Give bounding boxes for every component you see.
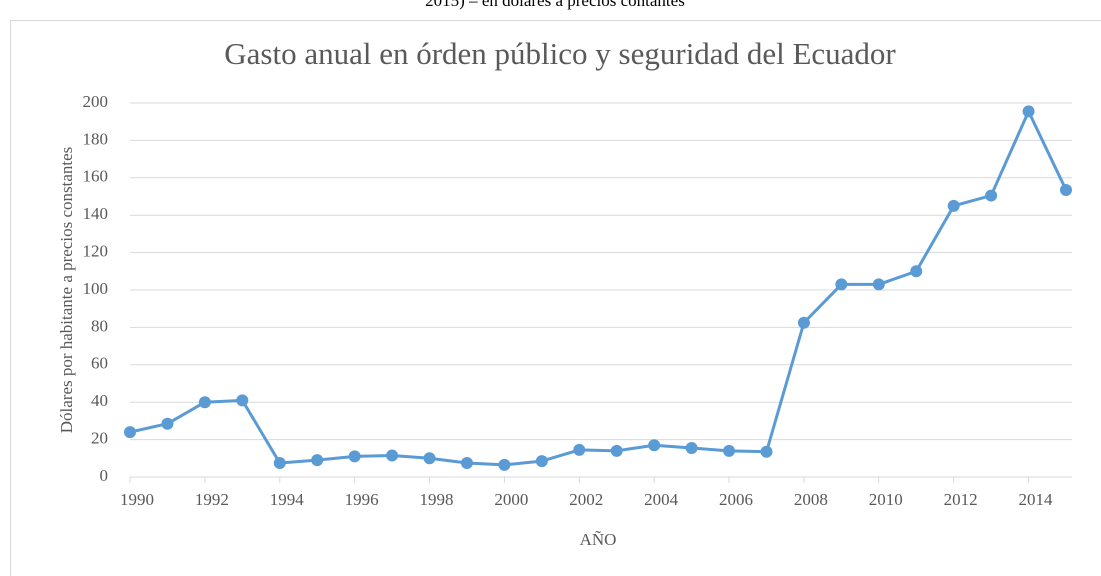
data-point [311, 454, 324, 467]
data-point [1022, 105, 1035, 118]
data-point [648, 439, 661, 452]
data-point [760, 445, 773, 458]
chart-border [10, 20, 1101, 576]
y-tick-label: 60 [91, 354, 108, 373]
y-tick-label: 0 [100, 466, 109, 485]
data-point [835, 278, 848, 291]
y-axis-label: Dólares por habitante a precios constant… [57, 147, 76, 434]
y-tick-label: 180 [83, 129, 109, 148]
data-point [273, 456, 286, 469]
data-point [498, 458, 511, 471]
x-tick-label: 2000 [494, 490, 528, 509]
x-tick-label: 2008 [794, 490, 828, 509]
data-point [386, 449, 399, 462]
x-tick-label: 2012 [944, 490, 978, 509]
data-point [610, 444, 623, 457]
data-point [423, 452, 436, 465]
y-tick-label: 140 [83, 204, 109, 223]
x-tick-label: 1992 [195, 490, 229, 509]
data-point [460, 456, 473, 469]
x-tick-label: 1998 [420, 490, 454, 509]
x-tick-label: 2002 [569, 490, 603, 509]
x-tick-label: 1996 [345, 490, 379, 509]
x-tick-label: 2004 [644, 490, 679, 509]
x-axis-label: AÑO [580, 530, 617, 549]
data-point [1060, 183, 1072, 196]
x-tick-label: 1994 [270, 490, 305, 509]
series-line [129, 109, 1068, 467]
x-tick-label: 2014 [1019, 490, 1054, 509]
data-point [985, 189, 998, 202]
y-tick-label: 100 [83, 279, 109, 298]
chart-title: Gasto anual en órden público y seguridad… [224, 36, 896, 71]
y-tick-label: 40 [91, 391, 108, 410]
x-tick-label: 2006 [719, 490, 753, 509]
data-point [947, 199, 960, 212]
y-tick-label: 120 [83, 242, 109, 261]
data-point [573, 443, 586, 456]
data-point [124, 426, 136, 439]
data-point [910, 265, 923, 278]
data-point [685, 442, 698, 455]
data-point [872, 278, 885, 291]
data-point [535, 455, 548, 468]
data-point [348, 450, 361, 463]
x-tick-label: 1990 [120, 490, 154, 509]
data-point [723, 444, 736, 457]
data-point [198, 396, 211, 409]
data-point [236, 394, 249, 407]
data-point [797, 316, 810, 329]
x-tick-label: 2010 [869, 490, 903, 509]
y-tick-label: 160 [83, 167, 109, 186]
caption: 2015) – en dólares a precios contantes [425, 0, 685, 10]
y-tick-label: 200 [83, 92, 109, 111]
y-tick-label: 80 [91, 316, 108, 335]
data-point [161, 417, 174, 430]
y-tick-label: 20 [91, 429, 108, 448]
